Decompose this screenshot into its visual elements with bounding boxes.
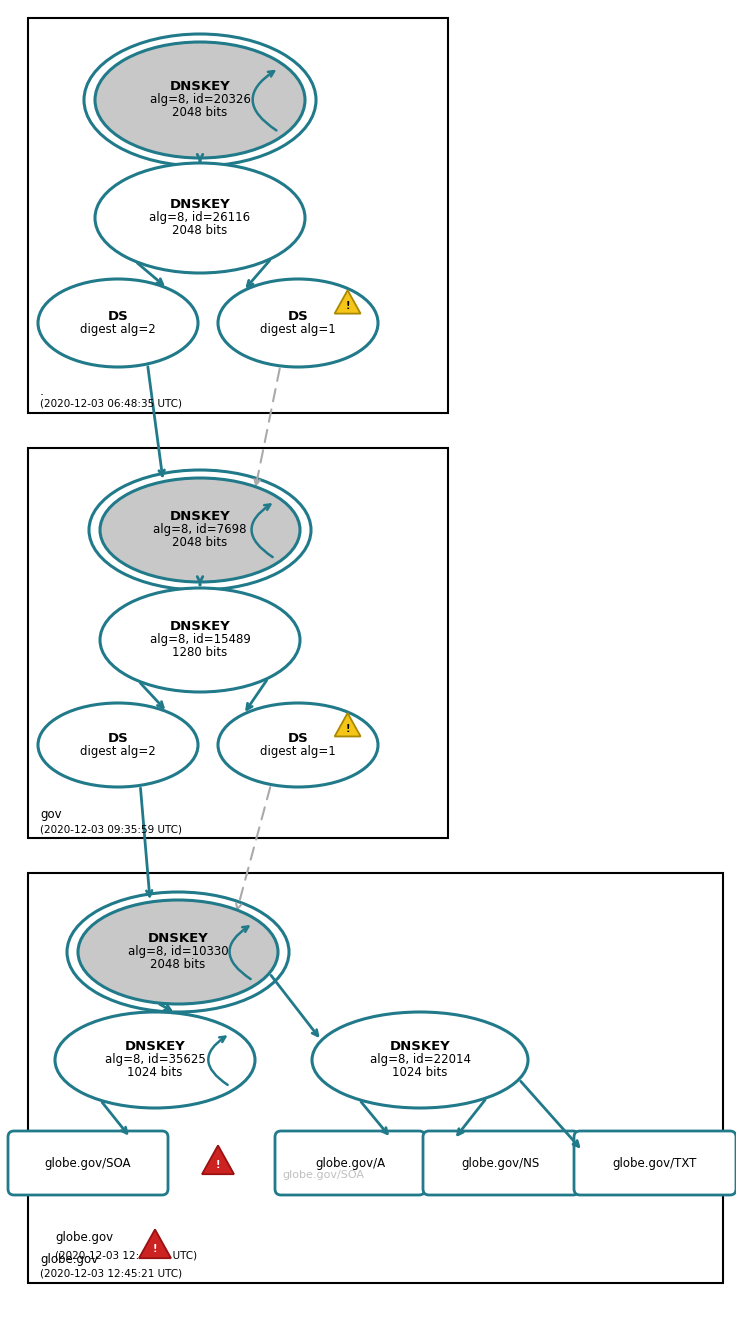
Text: DNSKEY: DNSKEY xyxy=(169,81,230,94)
FancyBboxPatch shape xyxy=(574,1131,736,1196)
Text: 2048 bits: 2048 bits xyxy=(172,225,227,237)
Text: (2020-12-03 12:45:21 UTC): (2020-12-03 12:45:21 UTC) xyxy=(55,1251,197,1260)
Text: 1024 bits: 1024 bits xyxy=(392,1067,447,1079)
Text: gov: gov xyxy=(40,808,62,821)
Text: 2048 bits: 2048 bits xyxy=(172,106,227,119)
Text: alg=8, id=22014: alg=8, id=22014 xyxy=(369,1054,470,1067)
Text: DNSKEY: DNSKEY xyxy=(124,1041,185,1054)
Ellipse shape xyxy=(95,163,305,273)
Text: !: ! xyxy=(345,301,350,311)
Text: globe.gov/A: globe.gov/A xyxy=(315,1156,385,1169)
Text: digest alg=1: digest alg=1 xyxy=(260,323,336,336)
Text: digest alg=2: digest alg=2 xyxy=(80,745,156,759)
Ellipse shape xyxy=(100,478,300,583)
Text: alg=8, id=35625: alg=8, id=35625 xyxy=(105,1054,205,1067)
Text: DS: DS xyxy=(288,732,308,745)
Text: 2048 bits: 2048 bits xyxy=(150,959,205,972)
Text: 2048 bits: 2048 bits xyxy=(172,536,227,549)
Text: DNSKEY: DNSKEY xyxy=(389,1041,450,1054)
Ellipse shape xyxy=(78,900,278,1004)
Ellipse shape xyxy=(38,279,198,367)
Text: globe.gov/TXT: globe.gov/TXT xyxy=(613,1156,697,1169)
Text: (2020-12-03 12:45:21 UTC): (2020-12-03 12:45:21 UTC) xyxy=(40,1268,182,1279)
Text: globe.gov: globe.gov xyxy=(55,1231,113,1245)
Polygon shape xyxy=(335,290,361,314)
Ellipse shape xyxy=(218,279,378,367)
Ellipse shape xyxy=(312,1012,528,1108)
Text: (2020-12-03 06:48:35 UTC): (2020-12-03 06:48:35 UTC) xyxy=(40,399,182,409)
Text: digest alg=2: digest alg=2 xyxy=(80,323,156,336)
Text: (2020-12-03 09:35:59 UTC): (2020-12-03 09:35:59 UTC) xyxy=(40,824,182,834)
Text: DS: DS xyxy=(107,310,128,323)
Text: 1024 bits: 1024 bits xyxy=(127,1067,183,1079)
Bar xyxy=(28,448,448,838)
Text: globe.gov/SOA: globe.gov/SOA xyxy=(45,1156,131,1169)
Text: digest alg=1: digest alg=1 xyxy=(260,745,336,759)
Ellipse shape xyxy=(100,588,300,692)
Text: globe.gov/NS: globe.gov/NS xyxy=(462,1156,540,1169)
Text: alg=8, id=20326: alg=8, id=20326 xyxy=(149,94,250,106)
Text: 1280 bits: 1280 bits xyxy=(172,646,227,659)
Text: alg=8, id=15489: alg=8, id=15489 xyxy=(149,633,250,646)
FancyBboxPatch shape xyxy=(423,1131,579,1196)
Text: !: ! xyxy=(216,1160,220,1169)
Ellipse shape xyxy=(218,703,378,786)
Text: DS: DS xyxy=(107,732,128,745)
Ellipse shape xyxy=(38,703,198,786)
Text: globe.gov: globe.gov xyxy=(40,1253,98,1266)
Text: !: ! xyxy=(153,1243,158,1254)
Bar xyxy=(28,19,448,413)
Text: alg=8, id=7698: alg=8, id=7698 xyxy=(153,523,247,536)
Polygon shape xyxy=(139,1230,171,1258)
Text: DNSKEY: DNSKEY xyxy=(169,621,230,633)
FancyBboxPatch shape xyxy=(8,1131,168,1196)
Ellipse shape xyxy=(55,1012,255,1108)
Text: !: ! xyxy=(345,724,350,733)
Text: DNSKEY: DNSKEY xyxy=(148,932,208,945)
Text: globe.gov/SOA: globe.gov/SOA xyxy=(282,1170,364,1180)
FancyBboxPatch shape xyxy=(275,1131,425,1196)
Text: DS: DS xyxy=(288,310,308,323)
Text: DNSKEY: DNSKEY xyxy=(169,199,230,212)
Polygon shape xyxy=(335,714,361,736)
Polygon shape xyxy=(202,1145,234,1174)
Text: alg=8, id=10330: alg=8, id=10330 xyxy=(127,945,228,959)
Bar xyxy=(28,873,723,1283)
Text: alg=8, id=26116: alg=8, id=26116 xyxy=(149,212,250,225)
Text: DNSKEY: DNSKEY xyxy=(169,511,230,523)
Text: .: . xyxy=(40,385,44,399)
Ellipse shape xyxy=(95,42,305,158)
